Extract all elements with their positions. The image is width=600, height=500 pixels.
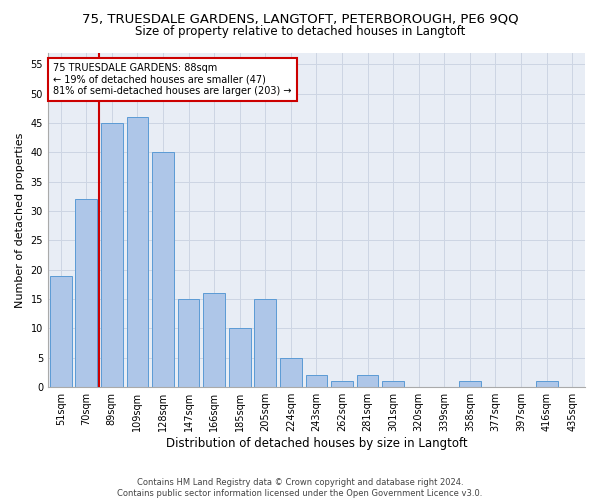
Text: Size of property relative to detached houses in Langtoft: Size of property relative to detached ho… [135, 25, 465, 38]
Bar [152, 152, 174, 387]
Bar [203, 294, 225, 387]
Bar [229, 328, 251, 387]
Text: 75, TRUESDALE GARDENS, LANGTOFT, PETERBOROUGH, PE6 9QQ: 75, TRUESDALE GARDENS, LANGTOFT, PETERBO… [82, 12, 518, 26]
Bar [459, 382, 481, 387]
Bar [127, 117, 148, 387]
Text: Contains HM Land Registry data © Crown copyright and database right 2024.
Contai: Contains HM Land Registry data © Crown c… [118, 478, 482, 498]
Bar [382, 382, 404, 387]
Bar [305, 376, 328, 387]
Bar [331, 382, 353, 387]
Bar [178, 299, 199, 387]
Bar [76, 200, 97, 387]
Bar [254, 299, 276, 387]
Bar [101, 123, 123, 387]
Bar [50, 276, 71, 387]
Bar [536, 382, 557, 387]
Bar [357, 376, 379, 387]
X-axis label: Distribution of detached houses by size in Langtoft: Distribution of detached houses by size … [166, 437, 467, 450]
Bar [280, 358, 302, 387]
Text: 75 TRUESDALE GARDENS: 88sqm
← 19% of detached houses are smaller (47)
81% of sem: 75 TRUESDALE GARDENS: 88sqm ← 19% of det… [53, 62, 292, 96]
Y-axis label: Number of detached properties: Number of detached properties [15, 132, 25, 308]
